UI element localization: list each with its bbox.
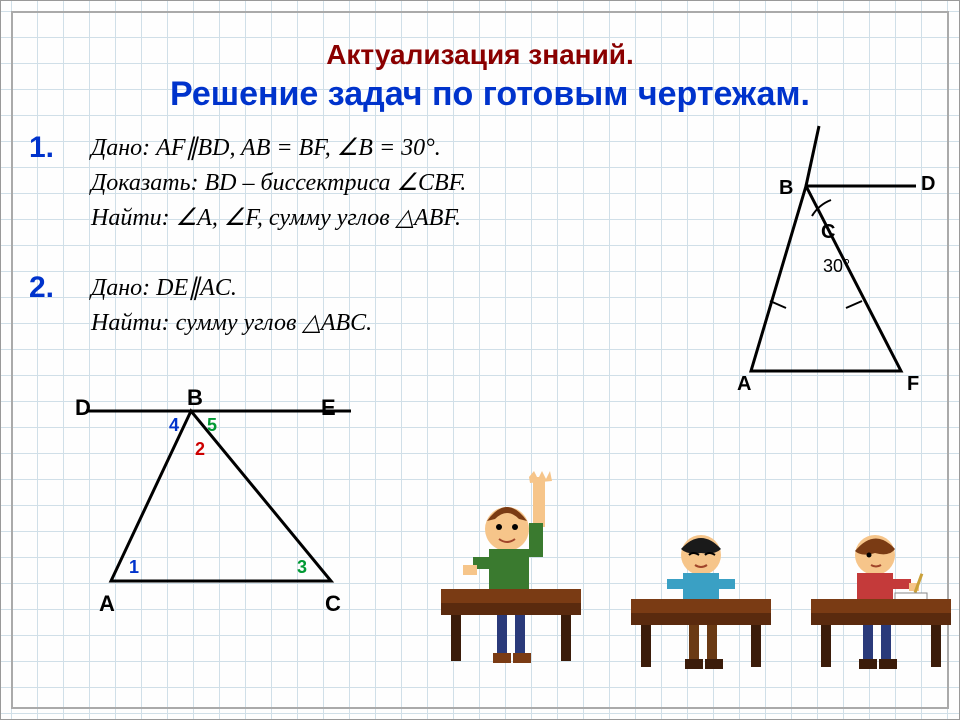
d2-label-E: E	[321, 395, 336, 421]
p2-line1: Дано: DE∥AC.	[91, 271, 611, 306]
p2-line2: Найти: сумму углов △ABC.	[91, 306, 611, 341]
d2-angle-1: 1	[129, 557, 139, 578]
d2-label-C: C	[325, 591, 341, 617]
d2-angle-3: 3	[297, 557, 307, 578]
d2-label-A: A	[99, 591, 115, 617]
d2-label-B: B	[187, 385, 203, 411]
d2-angle-2: 2	[195, 439, 205, 460]
title-line-2: Решение задач по готовым чертежам.	[41, 75, 939, 114]
d2-label-D: D	[75, 395, 91, 421]
d1-label-D: D	[921, 173, 935, 196]
p1-line1: Дано: AF∥BD, AB = BF, ∠B = 30°.	[91, 131, 711, 166]
d2-angle-4: 4	[169, 415, 179, 436]
d1-label-A: A	[737, 373, 751, 396]
d1-label-C: C	[821, 221, 835, 244]
problem-1-text: Дано: AF∥BD, AB = BF, ∠B = 30°. Доказать…	[91, 131, 711, 235]
problem-2-number: 2.	[29, 271, 54, 305]
content: Актуализация знаний. Решение задач по го…	[1, 1, 959, 719]
title-line-1: Актуализация знаний.	[1, 39, 959, 71]
problem-1-number: 1.	[29, 131, 54, 165]
p1-line3: Найти: ∠A, ∠F, сумму углов △ABF.	[91, 201, 711, 236]
diagram-1	[691, 111, 951, 401]
student-3	[791, 521, 960, 681]
d2-angle-5: 5	[207, 415, 217, 436]
problem-2-text: Дано: DE∥AC. Найти: сумму углов △ABC.	[91, 271, 611, 341]
student-1-raised-hand	[411, 471, 601, 671]
d1-angle-30: 30°	[823, 256, 850, 277]
student-2	[611, 521, 781, 681]
p1-line2: Доказать: BD – биссектриса ∠CBF.	[91, 166, 711, 201]
d1-label-B: B	[779, 177, 793, 200]
d1-label-F: F	[907, 373, 919, 396]
